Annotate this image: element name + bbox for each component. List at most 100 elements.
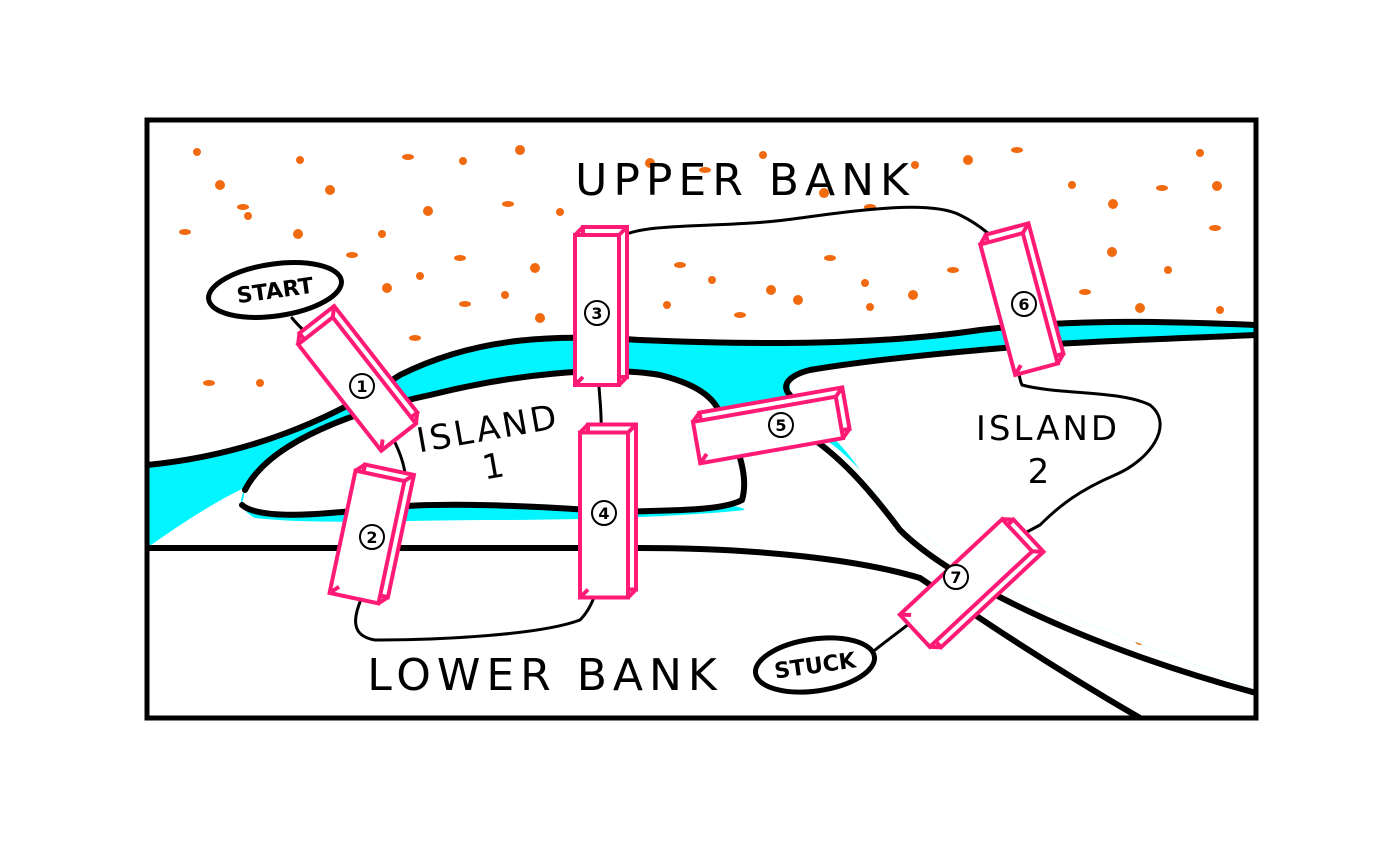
sand-dot bbox=[663, 301, 671, 309]
bridge-number: 7 bbox=[950, 568, 961, 587]
sand-dot bbox=[708, 276, 716, 284]
sand-dot bbox=[866, 303, 874, 311]
sand-dot bbox=[1212, 181, 1222, 191]
bridge-1: 1 bbox=[295, 303, 421, 454]
bridge-edge bbox=[617, 225, 629, 237]
island-2 bbox=[790, 333, 1256, 690]
bridge-edge bbox=[377, 595, 390, 606]
svg-text:2: 2 bbox=[1028, 452, 1053, 492]
svg-text:ISLAND: ISLAND bbox=[976, 409, 1120, 449]
sand-dot bbox=[947, 267, 959, 273]
bridge-edge bbox=[328, 585, 341, 595]
bridge-edge bbox=[1021, 222, 1031, 235]
sand-dot bbox=[819, 188, 829, 198]
bridges: 1 2 3 4 5 6 7 bbox=[295, 220, 1066, 651]
sand-dot bbox=[911, 161, 919, 169]
sand-dot bbox=[1209, 225, 1221, 231]
bridge-edge bbox=[1002, 517, 1014, 522]
sand-dot bbox=[515, 145, 525, 155]
sand-dot bbox=[1196, 149, 1204, 157]
bridge-number-circle bbox=[943, 564, 969, 590]
bridge-edge bbox=[626, 423, 638, 434]
sand-dot bbox=[293, 229, 303, 239]
sand-dot bbox=[1079, 289, 1091, 295]
island-2-label: ISLAND 2 bbox=[976, 409, 1120, 492]
sand-dot bbox=[454, 255, 466, 261]
bridge-number: 6 bbox=[1018, 295, 1029, 314]
bridge-number: 5 bbox=[775, 416, 786, 435]
upper-bank-label: UPPER BANK bbox=[575, 155, 915, 206]
sand-dot bbox=[759, 151, 767, 159]
bridge-number-circle bbox=[1011, 291, 1037, 317]
sand-dot bbox=[1107, 247, 1117, 257]
bridge-number-circle bbox=[349, 373, 375, 399]
bridge-edge bbox=[1032, 549, 1044, 554]
sand-dot bbox=[861, 279, 869, 287]
bridge-edge bbox=[834, 386, 844, 398]
bridge-edge bbox=[899, 612, 912, 618]
sand-dot bbox=[530, 263, 540, 273]
sand-dot bbox=[237, 204, 249, 210]
bridge-edge bbox=[617, 375, 629, 387]
sand-dot bbox=[1164, 266, 1172, 274]
sand-dot bbox=[423, 206, 433, 216]
bridge-number-circle bbox=[591, 500, 617, 526]
bridge-edge bbox=[978, 233, 988, 246]
sand-dot bbox=[963, 155, 973, 165]
stuck-marker: STUCK bbox=[752, 635, 878, 695]
sand-dot bbox=[824, 255, 836, 261]
start-marker: START bbox=[206, 260, 344, 320]
bridge-edge bbox=[578, 588, 590, 599]
sand-dot bbox=[645, 158, 655, 168]
sand-dot bbox=[734, 312, 746, 318]
sand-dot bbox=[699, 167, 711, 173]
sand-dot bbox=[256, 379, 264, 387]
river-outlines bbox=[147, 318, 1256, 718]
sand-dot bbox=[1011, 147, 1023, 153]
bridge-edge bbox=[573, 225, 585, 237]
sand-dot bbox=[459, 301, 471, 307]
bridge-edge bbox=[379, 439, 385, 451]
sand-dot bbox=[535, 313, 545, 323]
sand-dot bbox=[203, 380, 215, 386]
sand-dot bbox=[501, 291, 509, 299]
sand-dot bbox=[793, 295, 803, 305]
bridge-6: 6 bbox=[977, 220, 1066, 378]
sand-dot bbox=[193, 148, 201, 156]
sand-dot bbox=[674, 262, 686, 268]
bridge-deck bbox=[573, 233, 621, 387]
bridge-edge bbox=[354, 462, 367, 473]
bridge-3: 3 bbox=[573, 225, 629, 387]
sand-dot bbox=[556, 208, 564, 216]
bridge-edge bbox=[296, 332, 302, 345]
bridge-edge bbox=[626, 588, 638, 599]
bridge-7: 7 bbox=[896, 516, 1047, 651]
bridge-number: 2 bbox=[366, 528, 377, 547]
bridge-deck bbox=[690, 394, 846, 466]
bridge-edge bbox=[413, 412, 420, 424]
bridge-edge bbox=[573, 375, 585, 387]
sand-dot bbox=[378, 230, 386, 238]
bridge-4: 4 bbox=[578, 422, 638, 600]
sand-dot bbox=[402, 154, 414, 160]
sand-dot bbox=[409, 335, 421, 341]
sand-dot bbox=[325, 185, 335, 195]
bridge-5: 5 bbox=[690, 385, 852, 466]
bridge-number-circle bbox=[584, 300, 610, 326]
bridge-number-circle bbox=[359, 524, 385, 550]
sand-dot bbox=[1156, 185, 1168, 191]
lower-bank bbox=[147, 548, 1140, 718]
bridge-edge bbox=[929, 644, 942, 650]
sand-dot bbox=[502, 201, 514, 207]
sand-dot bbox=[908, 290, 918, 300]
sand-dot bbox=[179, 229, 191, 235]
sand-dot bbox=[459, 157, 467, 165]
bridge-number: 4 bbox=[598, 504, 609, 523]
bridge-number: 3 bbox=[591, 304, 602, 323]
bridge-edge bbox=[578, 423, 590, 434]
bridge-edge bbox=[1013, 364, 1023, 376]
bridge-edge bbox=[698, 452, 709, 465]
sand-dot bbox=[1216, 306, 1224, 314]
sand-dot bbox=[346, 252, 358, 258]
